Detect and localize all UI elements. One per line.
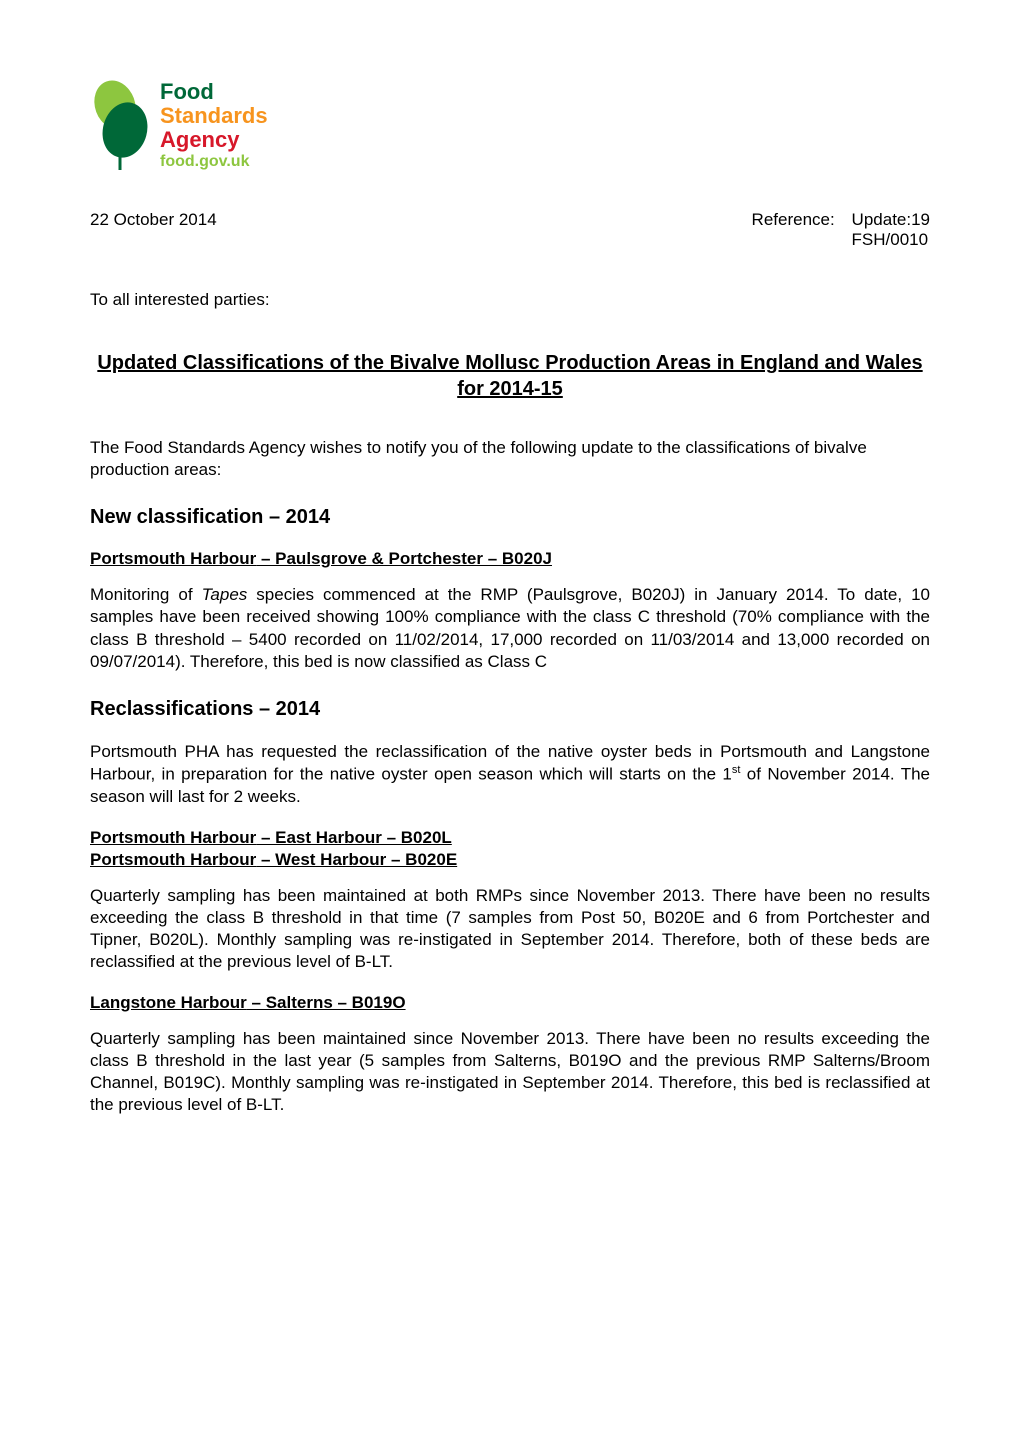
sub2-rest: – West Harbour – B020E	[256, 850, 457, 869]
logo-line-standards: Standards	[160, 104, 268, 128]
sub3-rest: – Salterns – B019O	[247, 993, 406, 1012]
sub3-bold: Langstone Harbour	[90, 993, 247, 1012]
section-1-paragraph: Monitoring of Tapes species commenced at…	[90, 584, 930, 672]
reference-value: Update:19	[852, 210, 930, 230]
section-2-subheading-3: Langstone Harbour – Salterns – B019O	[90, 993, 930, 1013]
section-2-heading: Reclassifications – 2014	[90, 698, 930, 721]
reference-row-2: FSH/0010	[752, 230, 930, 250]
logo-line-url: food.gov.uk	[160, 153, 268, 171]
document-page: Food Standards Agency food.gov.uk 22 Oct…	[0, 0, 1020, 1216]
document-title: Updated Classifications of the Bivalve M…	[90, 350, 930, 402]
section-2-intro: Portsmouth PHA has requested the reclass…	[90, 741, 930, 808]
reference-label: Reference:	[752, 210, 852, 230]
section-2-subheading-1: Portsmouth Harbour – East Harbour – B020…	[90, 828, 930, 848]
reference-spacer	[752, 230, 852, 250]
intro-paragraph: The Food Standards Agency wishes to noti…	[90, 437, 930, 481]
subheading-harbour-rest: – Paulsgrove & Portchester – B020J	[256, 549, 552, 568]
para-italic-tapes: Tapes	[202, 585, 248, 604]
header-row: 22 October 2014 Reference: Update:19 FSH…	[90, 210, 930, 250]
reference-block: Reference: Update:19 FSH/0010	[752, 210, 930, 250]
sub1-rest: – East Harbour – B020L	[256, 828, 452, 847]
section-1-heading: New classification – 2014	[90, 506, 930, 529]
section-2-subheading-2: Portsmouth Harbour – West Harbour – B020…	[90, 850, 930, 870]
para-pre: Monitoring of	[90, 585, 202, 604]
section-2-paragraph-2: Quarterly sampling has been maintained s…	[90, 1028, 930, 1116]
subheading-harbour-name: Portsmouth Harbour	[90, 549, 256, 568]
logo-container: Food Standards Agency food.gov.uk	[90, 80, 930, 170]
logo-line-agency: Agency	[160, 128, 268, 152]
reference-row-1: Reference: Update:19	[752, 210, 930, 230]
fsa-logo: Food Standards Agency food.gov.uk	[90, 80, 930, 170]
fsa-logo-text: Food Standards Agency food.gov.uk	[160, 80, 268, 170]
section-2-paragraph-1: Quarterly sampling has been maintained a…	[90, 885, 930, 973]
document-date: 22 October 2014	[90, 210, 217, 250]
logo-line-food: Food	[160, 80, 268, 104]
sub1-bold: Portsmouth Harbour	[90, 828, 256, 847]
reference-code: FSH/0010	[852, 230, 929, 250]
sub2-bold: Portsmouth Harbour	[90, 850, 256, 869]
section-1-subheading: Portsmouth Harbour – Paulsgrove & Portch…	[90, 549, 930, 569]
salutation: To all interested parties:	[90, 290, 930, 310]
fsa-logo-icon	[90, 80, 150, 170]
